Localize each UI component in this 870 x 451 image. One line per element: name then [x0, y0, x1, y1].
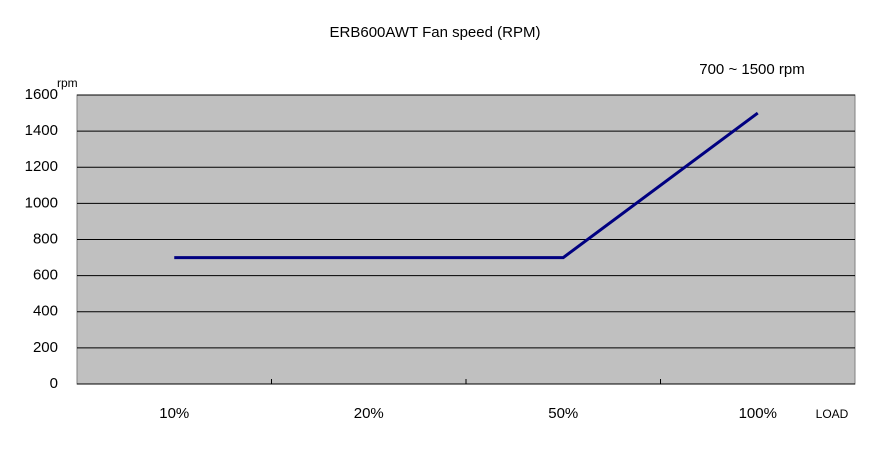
annotation: 700 ~ 1500 rpm — [699, 61, 805, 78]
x-tick-label: 10% — [159, 405, 189, 422]
x-axis-label: LOAD — [816, 407, 849, 421]
x-tick-label: 100% — [739, 405, 777, 422]
y-tick-label: 0 — [50, 375, 58, 392]
y-tick-label: 400 — [33, 303, 58, 320]
y-tick-label: 1200 — [25, 158, 58, 175]
chart-title: ERB600AWT Fan speed (RPM) — [330, 24, 541, 41]
y-tick-label: 600 — [33, 267, 58, 284]
data-line — [174, 111, 759, 260]
x-tick-label: 50% — [548, 405, 578, 422]
y-axis-label: rpm — [57, 76, 78, 90]
y-tick-label: 200 — [33, 339, 58, 356]
x-tick-label: 20% — [354, 405, 384, 422]
y-tick-label: 1000 — [25, 194, 58, 211]
y-tick-label: 1400 — [25, 122, 58, 139]
y-tick-label: 800 — [33, 230, 58, 247]
y-tick-label: 1600 — [25, 86, 58, 103]
